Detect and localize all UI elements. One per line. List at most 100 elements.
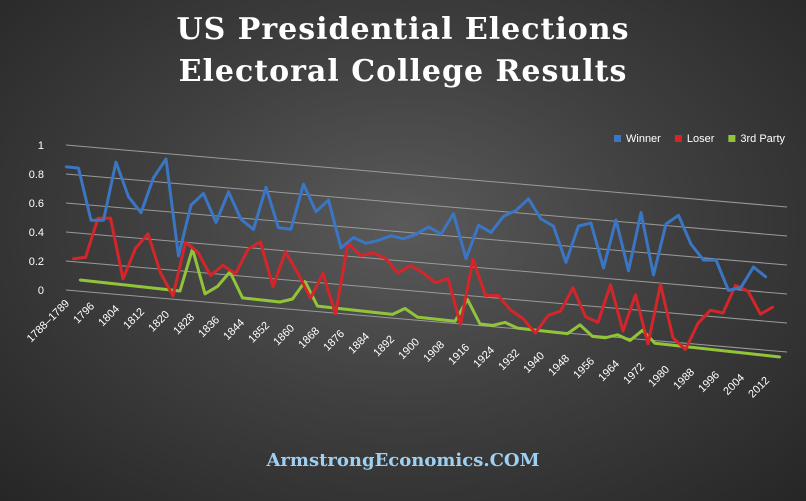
data-point bbox=[614, 218, 618, 222]
x-tick-label: 1844 bbox=[221, 317, 247, 343]
data-point bbox=[121, 277, 125, 281]
legend-label: 3rd Party bbox=[740, 133, 785, 145]
x-tick-label: 1924 bbox=[471, 344, 497, 370]
data-point bbox=[252, 228, 255, 231]
data-point bbox=[534, 331, 537, 335]
data-point bbox=[89, 219, 93, 222]
data-point bbox=[684, 348, 687, 351]
x-tick-label: 1980 bbox=[646, 364, 672, 390]
data-point bbox=[484, 294, 487, 297]
data-point bbox=[753, 353, 757, 356]
data-point bbox=[416, 315, 419, 319]
data-point bbox=[459, 323, 462, 326]
data-point bbox=[316, 304, 319, 308]
x-tick-label: 1796 bbox=[71, 300, 97, 326]
legend-swatch bbox=[728, 135, 736, 142]
data-point bbox=[496, 294, 500, 297]
data-point bbox=[778, 355, 782, 359]
x-tick-label: 1916 bbox=[446, 342, 472, 368]
x-tick-label: 1948 bbox=[546, 353, 572, 379]
data-point bbox=[527, 197, 530, 200]
data-point bbox=[552, 224, 555, 228]
data-point bbox=[159, 271, 162, 275]
data-point bbox=[671, 336, 675, 340]
data-point bbox=[241, 296, 244, 300]
data-point bbox=[253, 298, 257, 301]
data-point bbox=[391, 313, 394, 316]
data-point bbox=[421, 271, 425, 274]
data-point bbox=[71, 257, 75, 261]
data-point bbox=[209, 274, 212, 277]
data-point bbox=[403, 307, 407, 310]
x-tick-label: 1868 bbox=[296, 325, 322, 351]
data-point bbox=[521, 317, 525, 320]
data-point bbox=[402, 237, 405, 240]
footer-watermark: ArmstrongEconomics.COM bbox=[266, 450, 540, 471]
x-tick-label: 1804 bbox=[96, 303, 122, 329]
data-point bbox=[171, 294, 175, 298]
data-point bbox=[264, 186, 268, 189]
data-point bbox=[134, 247, 137, 250]
data-point bbox=[77, 166, 80, 170]
data-point bbox=[714, 258, 718, 262]
data-point bbox=[366, 310, 369, 313]
data-point bbox=[739, 286, 743, 289]
data-point bbox=[109, 216, 112, 220]
y-tick-label: 0.6 bbox=[29, 198, 44, 210]
data-point bbox=[571, 286, 575, 289]
gridline bbox=[65, 289, 788, 353]
data-point bbox=[471, 258, 475, 261]
series-lines bbox=[64, 157, 782, 359]
data-point bbox=[146, 232, 150, 235]
data-point bbox=[652, 273, 655, 277]
data-point bbox=[227, 190, 230, 194]
data-point bbox=[741, 351, 744, 355]
legend-swatch bbox=[674, 135, 682, 142]
data-point bbox=[139, 211, 143, 214]
gridline bbox=[65, 202, 788, 266]
data-point bbox=[616, 333, 619, 336]
x-tick-label: 1884 bbox=[346, 331, 372, 357]
data-point bbox=[728, 350, 732, 353]
data-point bbox=[303, 280, 307, 283]
chart-subtitle: Electoral College Results bbox=[178, 54, 628, 89]
data-point bbox=[341, 307, 344, 311]
data-point bbox=[702, 258, 705, 262]
data-point bbox=[477, 223, 480, 227]
data-point bbox=[153, 287, 157, 290]
data-point bbox=[602, 266, 605, 270]
data-point bbox=[321, 272, 325, 275]
data-point bbox=[627, 269, 630, 272]
data-point bbox=[664, 222, 668, 226]
data-point bbox=[371, 251, 375, 254]
y-tick-label: 0 bbox=[38, 285, 44, 297]
data-point bbox=[514, 209, 518, 212]
data-point bbox=[277, 226, 280, 230]
x-tick-label: 1876 bbox=[321, 328, 347, 354]
x-tick-label: 1820 bbox=[146, 309, 172, 335]
data-point bbox=[766, 354, 769, 357]
x-tick-label: 2012 bbox=[746, 375, 772, 401]
data-point bbox=[727, 289, 730, 292]
gridlines bbox=[65, 144, 788, 353]
data-point bbox=[446, 277, 450, 280]
data-point bbox=[503, 321, 507, 324]
x-tick-label: 1972 bbox=[621, 361, 647, 387]
data-point bbox=[559, 309, 562, 313]
x-tick-label: 1908 bbox=[421, 339, 447, 365]
data-point bbox=[596, 321, 600, 324]
y-tick-label: 0.4 bbox=[29, 227, 44, 239]
data-point bbox=[214, 221, 218, 224]
x-tick-label: 1940 bbox=[521, 350, 547, 376]
data-point bbox=[221, 264, 225, 267]
data-point bbox=[127, 195, 130, 199]
data-point bbox=[414, 233, 418, 236]
data-point bbox=[646, 342, 650, 346]
data-point bbox=[696, 322, 700, 325]
data-point bbox=[771, 305, 775, 309]
data-point bbox=[764, 275, 768, 279]
data-point bbox=[189, 203, 193, 207]
data-point bbox=[752, 265, 755, 269]
x-tick-label: 1964 bbox=[596, 358, 622, 384]
x-tick-label: 1852 bbox=[246, 320, 272, 346]
